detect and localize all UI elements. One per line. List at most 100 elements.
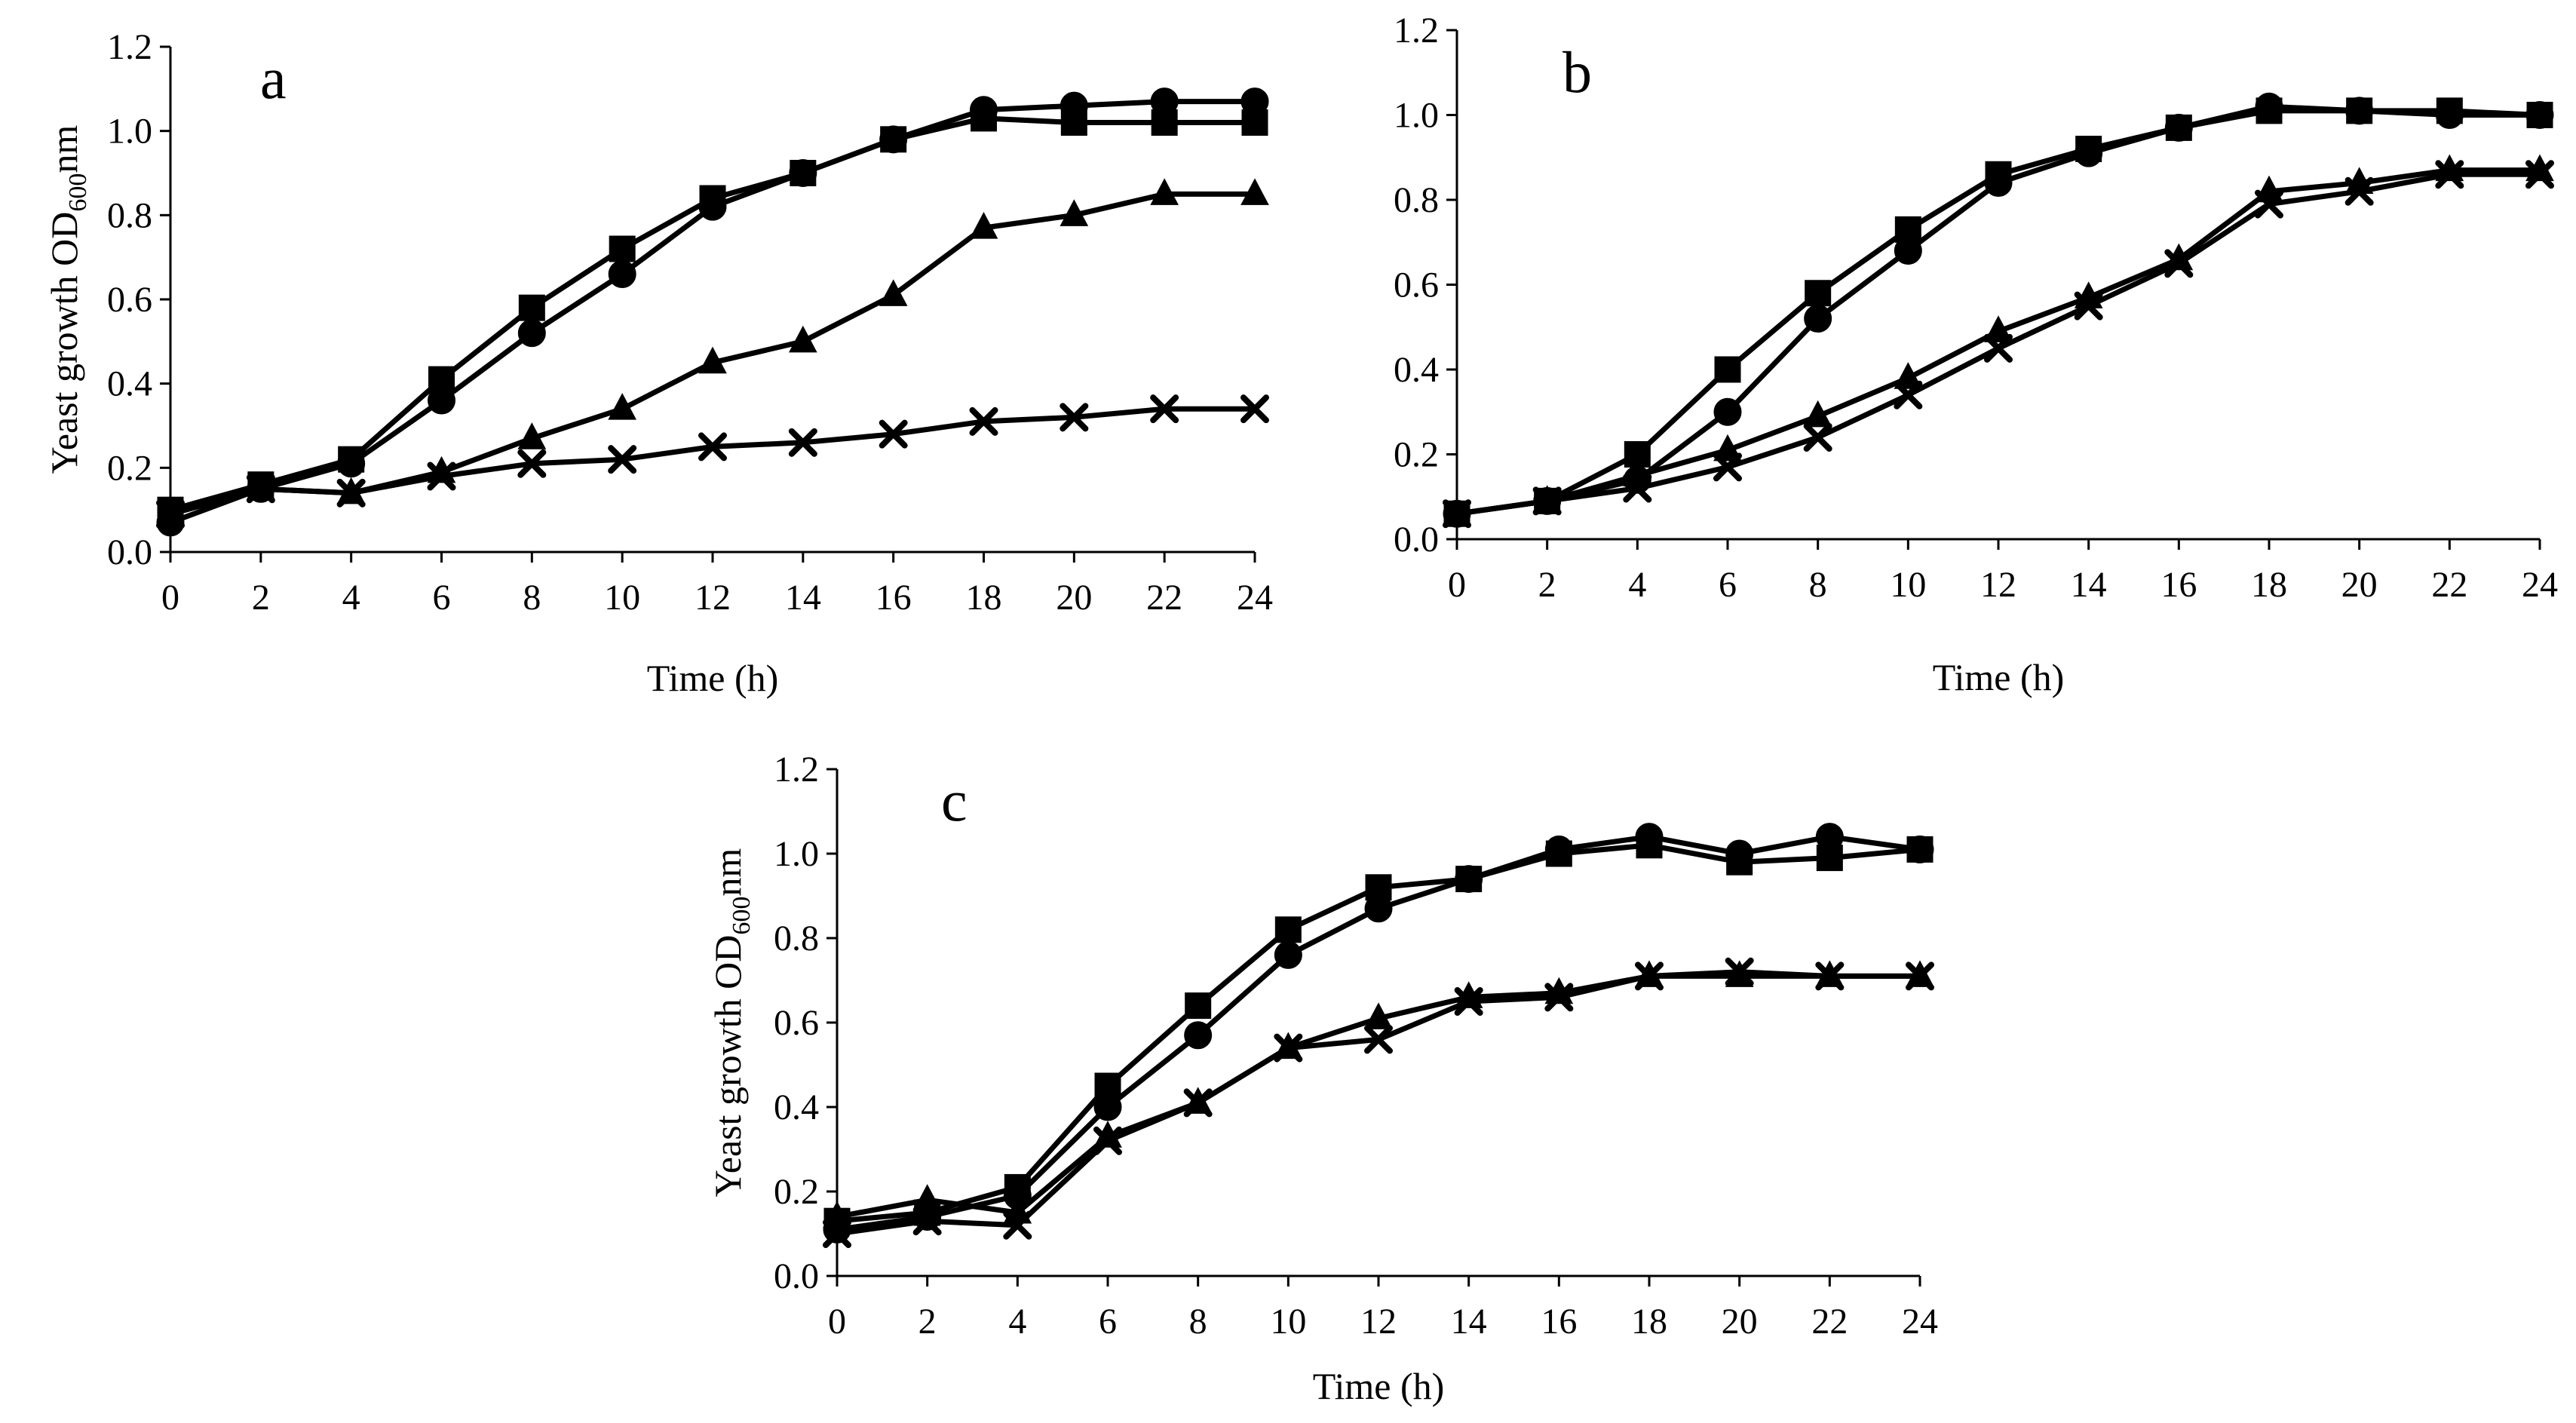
data-point-circle xyxy=(1544,835,1573,863)
x-tick-label: 18 xyxy=(1631,1302,1667,1342)
y-tick-label: 0.6 xyxy=(774,1003,819,1043)
data-point-cross xyxy=(1532,486,1562,516)
data-point-square xyxy=(518,294,545,321)
data-point-cross xyxy=(788,428,817,457)
y-tick-label: 1.2 xyxy=(1394,11,1439,51)
y-axis-title-subscript: 600 xyxy=(64,173,92,212)
series-square xyxy=(1443,97,2553,527)
data-point-circle xyxy=(1635,823,1664,851)
x-tick-label: 6 xyxy=(1719,565,1737,605)
y-tick-label: 0.8 xyxy=(774,919,819,958)
data-point-circle xyxy=(879,125,908,154)
data-point-cross xyxy=(1725,957,1754,986)
data-point-triangle xyxy=(1803,400,1832,428)
panel-letter: c xyxy=(941,768,968,833)
data-point-cross xyxy=(2164,249,2194,278)
data-point-circle xyxy=(1455,865,1483,894)
data-point-square xyxy=(1274,916,1302,943)
data-point-circle xyxy=(337,449,366,478)
series-cross xyxy=(156,394,1269,529)
data-point-triangle xyxy=(1150,178,1179,205)
y-tick-label: 0.4 xyxy=(1394,350,1439,390)
data-point-circle xyxy=(2255,92,2283,121)
x-tick-label: 2 xyxy=(918,1302,937,1342)
x-tick-label: 10 xyxy=(604,578,640,618)
y-tick-label: 0.2 xyxy=(1394,435,1439,475)
data-point-cross xyxy=(1544,983,1574,1012)
x-tick-label: 2 xyxy=(1538,565,1556,605)
x-tick-label: 12 xyxy=(1360,1302,1397,1342)
data-point-cross xyxy=(1274,1033,1303,1063)
data-point-circle xyxy=(1713,397,1742,426)
data-point-cross xyxy=(1815,961,1845,991)
x-tick-label: 0 xyxy=(161,578,179,618)
data-point-cross xyxy=(912,1207,942,1236)
data-point-circle xyxy=(2525,101,2554,129)
x-tick-label: 12 xyxy=(1980,565,2016,605)
data-point-cross xyxy=(2435,160,2464,189)
data-point-circle xyxy=(1725,839,1754,868)
data-point-cross xyxy=(156,499,185,529)
data-point-triangle xyxy=(969,212,998,239)
chart-panel-c: 0.00.20.40.60.81.01.20 2 4 6 8 10 12 14 16 18 20 22… xyxy=(707,750,1938,1407)
data-point-circle xyxy=(1804,305,1832,333)
data-point-cross xyxy=(698,432,727,462)
x-tick-label: 0 xyxy=(828,1302,846,1342)
data-point-cross xyxy=(1364,1025,1393,1054)
data-point-circle xyxy=(1364,894,1393,923)
x-tick-label: 24 xyxy=(2522,565,2558,605)
series-circle xyxy=(156,87,1269,537)
x-tick-label: 14 xyxy=(1451,1302,1487,1342)
data-point-triangle xyxy=(1240,178,1269,205)
y-tick-label: 0.0 xyxy=(774,1256,819,1296)
y-tick-label: 1.2 xyxy=(774,750,819,790)
data-point-triangle xyxy=(1984,315,2013,342)
x-tick-label: 0 xyxy=(1448,565,1466,605)
data-point-cross xyxy=(246,474,275,504)
chart-panel-b: 0.00.20.40.60.81.01.20 2 4 6 8 10 12 14 16 18 20 22… xyxy=(1394,11,2558,698)
data-point-cross xyxy=(1635,961,1664,991)
data-point-circle xyxy=(698,192,727,221)
data-point-cross xyxy=(517,449,547,478)
x-tick-label: 24 xyxy=(1237,578,1273,618)
data-point-circle xyxy=(2075,139,2103,167)
y-tick-label: 0.8 xyxy=(1394,180,1439,220)
data-point-square xyxy=(1185,992,1212,1020)
data-point-circle xyxy=(608,260,636,288)
data-point-triangle xyxy=(698,346,727,374)
x-tick-label: 16 xyxy=(1541,1302,1577,1342)
x-tick-label: 4 xyxy=(1628,565,1646,605)
x-axis-title: Time (h) xyxy=(1313,1365,1445,1407)
y-tick-label: 0.0 xyxy=(1394,520,1439,560)
data-point-triangle xyxy=(1894,362,1923,389)
y-tick-label: 0.8 xyxy=(107,195,152,235)
data-point-cross xyxy=(2074,291,2103,320)
data-point-circle xyxy=(2435,101,2464,129)
y-tick-label: 0.4 xyxy=(107,364,152,404)
data-point-cross xyxy=(1906,961,1934,991)
x-tick-label: 20 xyxy=(2341,565,2378,605)
data-point-circle xyxy=(517,319,546,348)
x-tick-label: 20 xyxy=(1056,578,1092,618)
x-tick-label: 6 xyxy=(433,578,451,618)
data-point-square xyxy=(1714,356,1741,383)
data-point-cross xyxy=(1003,1210,1032,1240)
data-point-cross xyxy=(1803,423,1832,452)
x-tick-label: 12 xyxy=(695,578,731,618)
series-line-cross xyxy=(167,406,1258,517)
data-point-circle xyxy=(2164,113,2193,142)
x-axis-title: Time (h) xyxy=(647,657,779,699)
data-point-cross xyxy=(1060,403,1089,432)
y-tick-label: 1.2 xyxy=(107,27,152,67)
x-tick-label: 2 xyxy=(252,578,270,618)
data-point-cross xyxy=(1150,394,1179,424)
data-point-triangle xyxy=(912,1184,942,1211)
y-axis-title: Yeast growth OD600nm xyxy=(43,125,92,474)
data-point-cross xyxy=(2525,160,2554,189)
y-axis-title-main: Yeast growth OD xyxy=(707,935,749,1198)
data-point-cross xyxy=(427,462,456,491)
data-point-cross xyxy=(1623,474,1652,503)
data-point-circle xyxy=(1150,87,1179,116)
data-point-cross xyxy=(336,478,366,508)
